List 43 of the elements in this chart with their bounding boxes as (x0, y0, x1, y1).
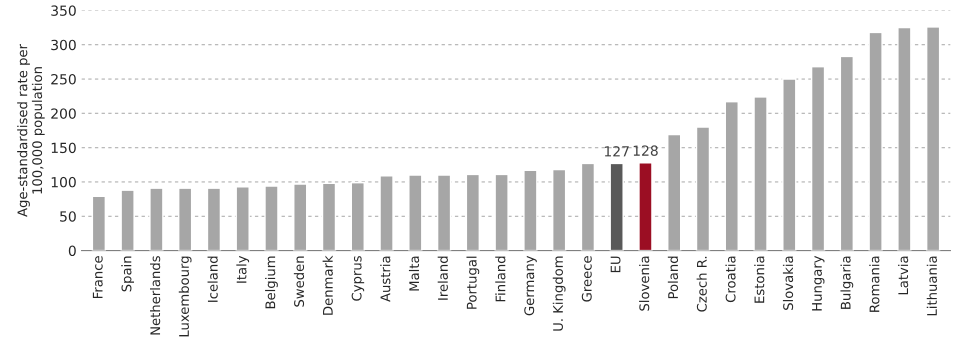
y-tick-label: 100 (52, 176, 76, 188)
x-tick-label: Luxembourg (178, 256, 192, 336)
x-tick-label: Denmark (322, 255, 333, 315)
data-label: 128 (634, 145, 658, 156)
x-tick-label: Croatia (725, 256, 736, 302)
x-tick-label: Ireland (438, 256, 448, 300)
x-tick-label: Spain (121, 256, 134, 292)
x-tick-label: Slovenia (639, 256, 650, 311)
x-tick-label: Slovakia (782, 256, 794, 310)
data-label: 127 (604, 146, 629, 156)
x-tick-label: Poland (668, 256, 678, 298)
x-tick-label: Belgium (265, 256, 278, 308)
x-tick-label: Netherlands (150, 256, 160, 335)
x-tick-label: Finland (495, 256, 506, 302)
x-tick-label: Malta (408, 256, 420, 291)
x-tick-label: Austria (380, 256, 390, 302)
x-tick-label: Lithuania (926, 256, 937, 316)
y-tick-label: 300 (51, 40, 76, 50)
x-tick-label: Sweden (294, 256, 304, 307)
x-tick-label: EU (610, 256, 621, 272)
y-tick-label: 0 (68, 246, 76, 256)
y-tick-label: 250 (51, 74, 76, 85)
x-tick-label: France (92, 256, 103, 298)
bar (638, 162, 653, 251)
x-tick-label: Latvia (898, 256, 908, 294)
x-tick-label: Portugal (466, 256, 480, 309)
y-tick-label: 200 (51, 108, 76, 119)
y-tick-label: 150 (52, 142, 76, 154)
x-tick-label: Czech R. (696, 256, 707, 312)
x-tick-label: Hungary (812, 256, 824, 310)
x-tick-label: Iceland (208, 256, 218, 302)
y-tick-label: 50 (60, 211, 76, 222)
x-tick-label: U. Kingdom (552, 256, 566, 331)
x-tick-label: Estonia (754, 256, 764, 303)
x-tick-label: Germany (524, 256, 537, 316)
y-tick-label: 350 (51, 5, 76, 16)
x-tick-label: Romania (869, 256, 880, 312)
y-axis-title: Age-standardised rate per 100,000 population (17, 44, 45, 217)
x-tick-label: Cyprus (352, 256, 364, 301)
x-tick-label: Italy (236, 256, 250, 283)
x-tick-label: Greece (582, 256, 592, 302)
x-tick-label: Bulgaria (840, 256, 854, 309)
bar (610, 162, 624, 251)
